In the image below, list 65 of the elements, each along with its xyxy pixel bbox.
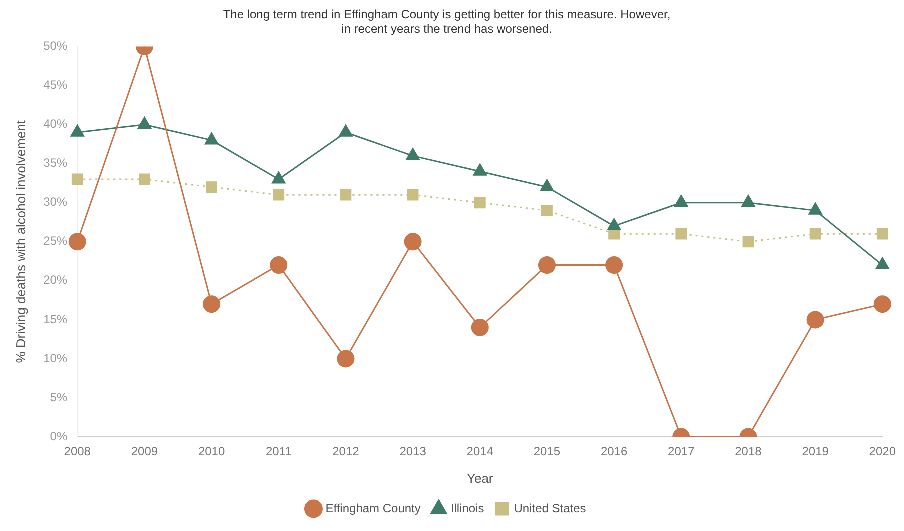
y-tick-label: 15% xyxy=(44,312,68,326)
legend-label: Illinois xyxy=(450,501,484,516)
point xyxy=(607,218,622,231)
x-tick-label: 2011 xyxy=(266,444,292,459)
point xyxy=(808,202,822,215)
y-tick-label: 50% xyxy=(44,39,68,54)
point xyxy=(337,350,355,368)
x-tick-label: 2016 xyxy=(600,444,628,459)
point xyxy=(473,164,487,176)
point xyxy=(270,256,288,274)
point xyxy=(340,189,352,201)
point xyxy=(474,197,486,209)
point xyxy=(810,228,822,240)
x-tick-label: 2019 xyxy=(802,444,830,459)
point xyxy=(674,195,688,208)
point xyxy=(139,174,150,186)
y-tick-label: 25% xyxy=(44,234,68,248)
y-tick-label: 40% xyxy=(44,117,68,132)
point xyxy=(538,256,556,274)
x-axis-title: Year xyxy=(466,470,494,486)
y-tick-label: 45% xyxy=(44,78,68,92)
point xyxy=(606,256,624,274)
y-tick-label: 30% xyxy=(44,195,68,210)
x-tick-label: 2013 xyxy=(400,444,427,459)
legend-label: Effingham County xyxy=(326,501,421,516)
x-tick-label: 2012 xyxy=(332,444,360,459)
y-tick-label: 20% xyxy=(44,273,68,288)
x-tick-label: 2010 xyxy=(198,444,226,459)
chart-title: The long term trend in Effingham County is getting better for this measure. However, in recent years the trend has worsened. xyxy=(223,8,671,36)
point xyxy=(806,311,824,329)
point xyxy=(742,236,754,248)
point xyxy=(876,228,888,240)
x-tick-label: 2008 xyxy=(64,444,92,459)
x-tick-label: 2015 xyxy=(534,444,561,459)
x-tick-label: 2009 xyxy=(131,444,158,459)
y-tick-label: 35% xyxy=(44,156,68,170)
x-tick-label: 2017 xyxy=(668,444,696,459)
x-tick-label: 2014 xyxy=(466,444,494,459)
point xyxy=(404,233,422,251)
point xyxy=(471,318,489,336)
point xyxy=(68,233,86,251)
point xyxy=(874,296,892,314)
point xyxy=(206,182,218,193)
point xyxy=(339,124,353,137)
point xyxy=(542,204,553,216)
y-tick-label: 5% xyxy=(50,390,68,404)
point xyxy=(272,172,286,184)
point xyxy=(742,195,756,208)
point xyxy=(273,189,285,201)
x-tick-label: 2018 xyxy=(735,444,762,459)
y-tick-label: 10% xyxy=(44,351,68,366)
legend-label: United States xyxy=(514,501,586,516)
point xyxy=(540,180,554,192)
point xyxy=(676,228,688,240)
point xyxy=(407,189,419,201)
point xyxy=(72,174,84,186)
x-tick-label: 2020 xyxy=(869,444,896,459)
point xyxy=(876,258,890,270)
y-axis-title: % Driving deaths with alcohol involvement xyxy=(13,120,28,364)
point xyxy=(138,117,152,130)
point xyxy=(204,132,219,145)
point xyxy=(203,296,221,314)
y-tick-label: 0% xyxy=(50,429,68,444)
point xyxy=(70,124,84,137)
point xyxy=(406,148,420,160)
